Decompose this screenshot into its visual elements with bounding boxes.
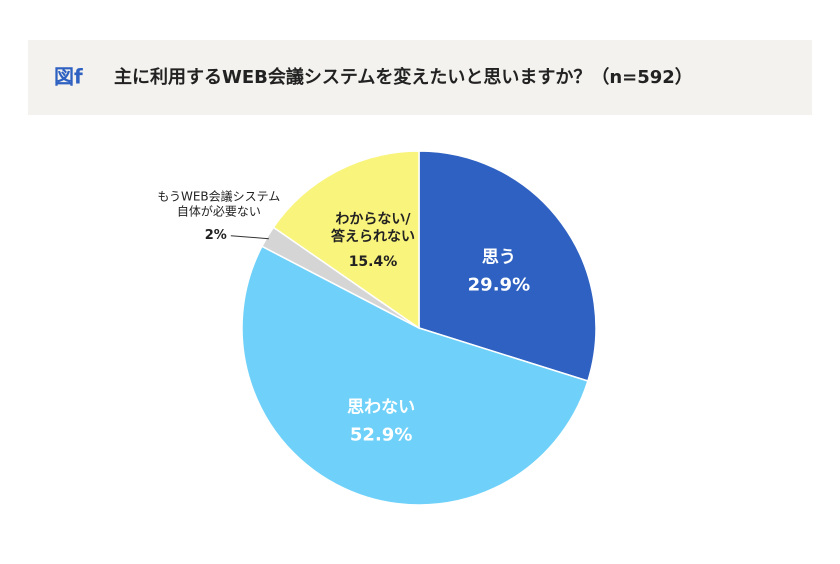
chart-title: 主に利用するWEB会議システムを変えたいと思いますか？（n=592） xyxy=(114,66,693,88)
pie-slice xyxy=(241,245,589,506)
value-label: 52.9% xyxy=(350,425,412,446)
title-band xyxy=(28,40,812,115)
pie-slice xyxy=(272,150,420,330)
slice-label: 思わない xyxy=(347,398,415,418)
figure-label: 図f xyxy=(54,65,83,89)
value-label: 15.4% xyxy=(349,254,398,270)
pie-slice xyxy=(418,150,597,382)
slice-label: 思う xyxy=(482,247,516,267)
value-label: 29.9% xyxy=(468,274,530,295)
slice-label: もうWEB会議システム自体が必要ない xyxy=(157,189,280,218)
leader-line xyxy=(230,235,269,240)
value-label: 2% xyxy=(205,228,227,243)
slice-label: わからない/答えられない xyxy=(331,211,415,245)
